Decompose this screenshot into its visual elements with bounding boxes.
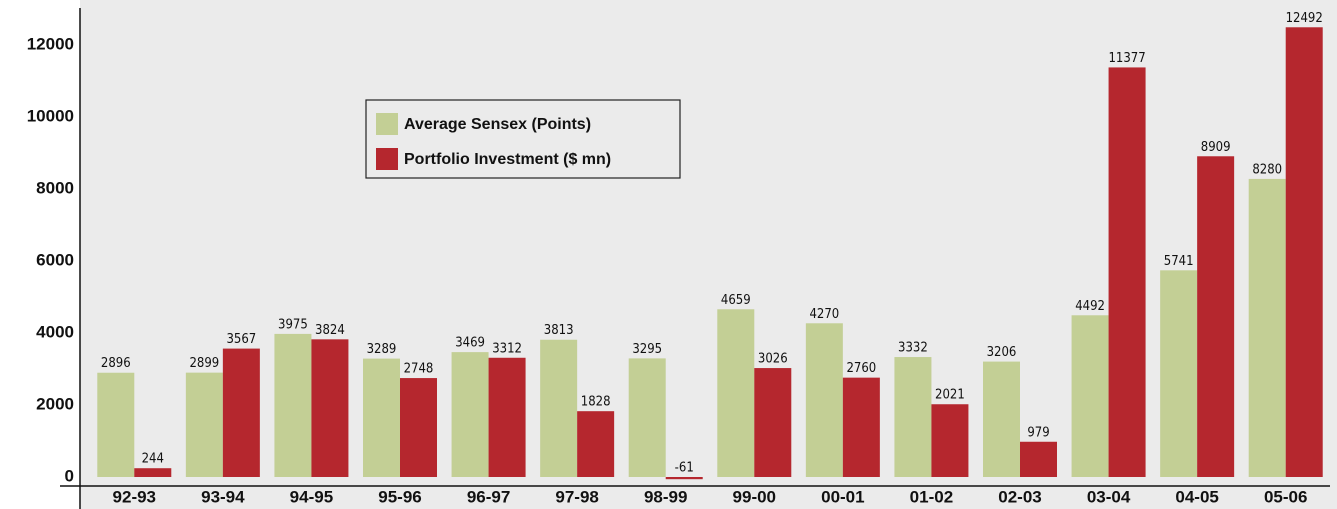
bar [1020, 441, 1057, 477]
bar [754, 368, 792, 477]
bar [1160, 270, 1198, 477]
value-label: 2748 [404, 362, 434, 377]
legend-label: Average Sensex (Points) [404, 116, 591, 133]
y-tick-label: 12000 [27, 34, 74, 53]
x-tick-label: 96-97 [467, 487, 510, 506]
y-tick-label: 0 [65, 466, 74, 485]
legend-box [365, 99, 681, 179]
bar [842, 377, 880, 477]
x-tick-label: 05-06 [1264, 487, 1307, 506]
bar [931, 404, 969, 477]
bar [400, 378, 437, 477]
bar [1108, 67, 1146, 477]
bar [274, 333, 312, 477]
bar [451, 352, 489, 477]
bar [488, 357, 526, 477]
value-label: 2760 [846, 361, 876, 376]
bar [805, 323, 843, 477]
x-tick-label: 95-96 [378, 487, 421, 506]
bar [311, 339, 349, 477]
bar [1285, 27, 1323, 478]
value-label: 2899 [189, 356, 219, 371]
bar [134, 468, 172, 477]
legend-swatch [376, 113, 398, 135]
bar [1248, 178, 1286, 478]
x-tick-label: 99-00 [733, 487, 776, 506]
bar [540, 339, 578, 477]
x-tick-label: 97-98 [555, 487, 598, 506]
value-label: 3567 [226, 332, 256, 347]
x-tick-label: 94-95 [290, 487, 333, 506]
x-tick-label: 92-93 [113, 487, 156, 506]
value-label: 4492 [1075, 299, 1105, 314]
legend-label: Portfolio Investment ($ mn) [404, 151, 611, 168]
bar [665, 477, 703, 480]
value-label: 4659 [721, 293, 751, 308]
value-label: 4270 [809, 307, 839, 322]
value-label: 3026 [758, 352, 788, 367]
value-label: 3289 [367, 342, 397, 357]
y-tick-label: 10000 [27, 106, 74, 125]
y-tick-label: 6000 [36, 250, 74, 269]
x-tick-label: 00-01 [821, 487, 864, 506]
value-label: -61 [675, 461, 694, 476]
value-label: 244 [142, 452, 164, 467]
bar [97, 372, 135, 477]
value-label: 8909 [1201, 140, 1231, 155]
value-label: 3824 [315, 323, 345, 338]
bar [363, 358, 400, 477]
value-label: 3312 [492, 341, 522, 356]
value-label: 12492 [1286, 11, 1323, 26]
value-label: 11377 [1108, 51, 1145, 66]
bar [628, 358, 666, 477]
value-label: 3295 [632, 342, 662, 357]
value-label: 2896 [101, 356, 131, 371]
value-label: 3332 [898, 341, 928, 356]
x-tick-label: 01-02 [910, 487, 953, 506]
value-label: 979 [1027, 425, 1049, 440]
y-tick-label: 8000 [36, 178, 74, 197]
plot-background [80, 0, 1337, 509]
legend: Average Sensex (Points) Portfolio Investm… [365, 99, 681, 179]
y-tick-label: 4000 [36, 322, 74, 341]
x-tick-label: 98-99 [644, 487, 687, 506]
bar [222, 348, 260, 477]
bar [185, 372, 223, 477]
bar [983, 361, 1020, 477]
value-label: 8280 [1252, 162, 1282, 177]
value-label: 3206 [987, 345, 1017, 360]
value-label: 2021 [935, 388, 965, 403]
value-label: 3469 [455, 336, 485, 351]
bar [577, 411, 615, 477]
bar [1197, 156, 1235, 477]
bar [717, 309, 755, 477]
value-label: 3975 [278, 317, 308, 332]
value-label: 3813 [544, 323, 574, 338]
x-tick-label: 03-04 [1087, 487, 1131, 506]
x-tick-label: 04-05 [1175, 487, 1218, 506]
x-tick-label: 93-94 [201, 487, 245, 506]
x-tick-label: 02-03 [998, 487, 1041, 506]
bar [1071, 315, 1109, 477]
legend-swatch [376, 148, 398, 170]
value-label: 5741 [1164, 254, 1194, 269]
value-label: 1828 [581, 395, 611, 410]
y-tick-label: 2000 [36, 394, 74, 413]
bar [894, 357, 932, 477]
